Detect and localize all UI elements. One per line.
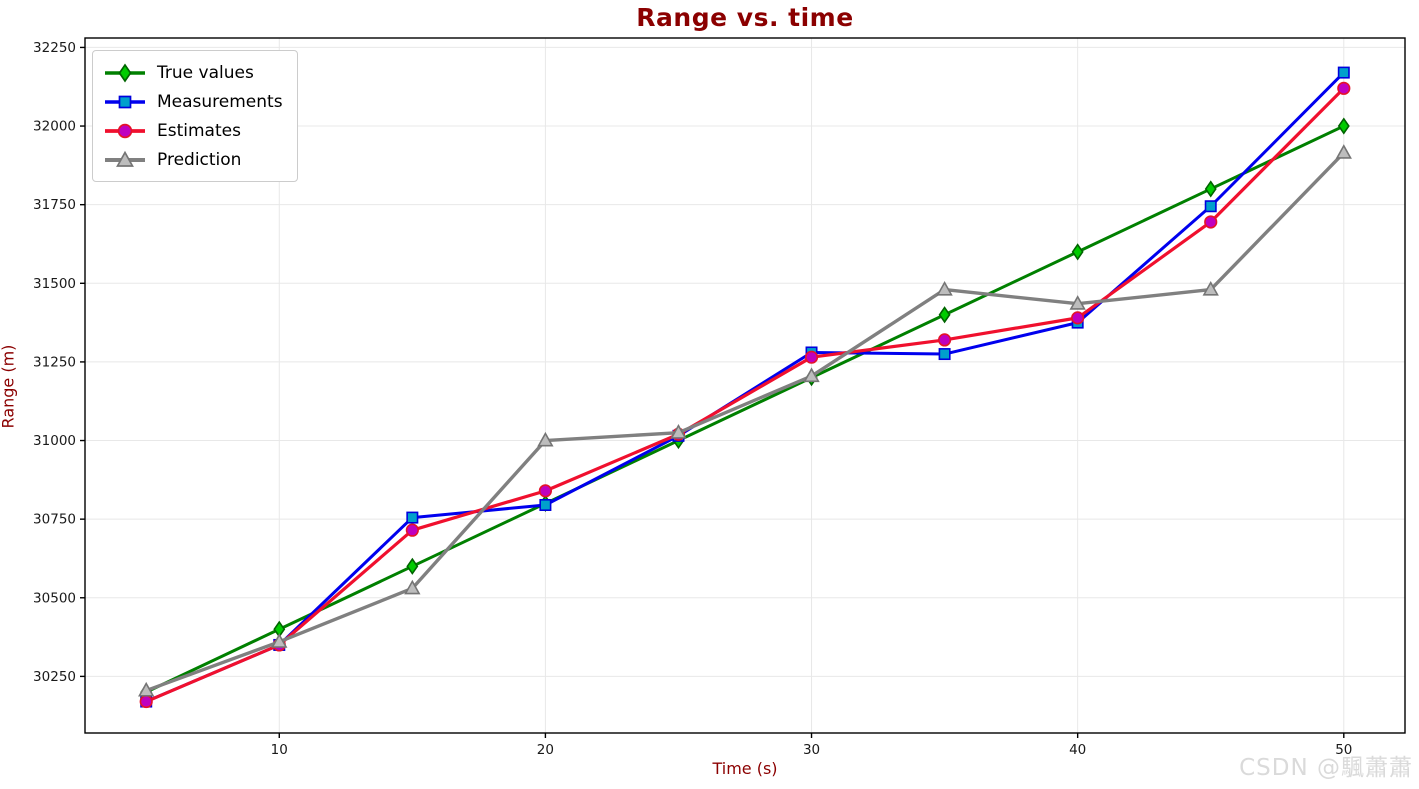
legend-label: True values	[157, 62, 254, 83]
x-tick-label: 20	[537, 742, 554, 758]
triangle-marker	[537, 431, 554, 447]
circle-marker	[937, 333, 952, 347]
square-marker	[1337, 66, 1350, 79]
legend-item-prediction: Prediction	[103, 145, 283, 174]
circle-marker	[117, 123, 133, 138]
x-tick-label: 50	[1335, 742, 1352, 758]
triangle-marker	[1202, 280, 1219, 296]
diamond-marker	[1071, 243, 1084, 261]
diamond-marker	[406, 557, 419, 575]
watermark: CSDN @颿蕭蕭	[1239, 755, 1413, 781]
y-tick-label: 32000	[33, 119, 76, 135]
triangle-marker	[271, 633, 288, 648]
legend-item-measurements: Measurements	[103, 87, 283, 116]
triangle-marker	[1335, 144, 1352, 159]
square-marker	[539, 499, 552, 512]
chart-title: Range vs. time	[636, 3, 854, 32]
diamond-marker	[1204, 180, 1217, 198]
triangle-marker	[138, 681, 155, 697]
y-tick-label: 30250	[33, 669, 76, 685]
x-tick-label: 40	[1069, 742, 1086, 758]
series-line-true-values	[144, 124, 1346, 694]
y-tick-label: 30500	[33, 590, 76, 606]
y-tick-label: 30750	[33, 512, 76, 528]
x-tick-label: 10	[271, 742, 288, 758]
circle-marker	[1071, 311, 1085, 325]
circle-marker	[804, 350, 819, 364]
circle-marker	[1337, 81, 1351, 95]
triangle-marker	[670, 424, 687, 439]
square-marker	[938, 348, 951, 361]
triangle-marker	[1069, 295, 1086, 310]
y-axis-label: Range (m)	[0, 344, 18, 429]
y-tick-label: 31750	[33, 197, 76, 213]
diamond-marker	[1337, 117, 1350, 135]
square-marker	[1204, 200, 1217, 213]
y-tick-label: 31500	[33, 276, 76, 292]
series-line-estimates	[144, 86, 1346, 704]
square-legend-icon	[105, 95, 145, 108]
triangle-marker	[404, 579, 421, 595]
triangle-legend-icon	[105, 150, 145, 167]
legend-label: Measurements	[157, 91, 283, 112]
triangle-marker	[116, 150, 134, 167]
square-marker	[406, 511, 419, 524]
x-axis-label: Time (s)	[712, 759, 778, 778]
circle-marker	[1204, 215, 1218, 229]
diamond-legend-icon	[105, 62, 145, 83]
circle-marker	[405, 523, 419, 537]
x-tick-label: 30	[803, 742, 820, 758]
legend-item-estimates: Estimates	[103, 116, 283, 145]
axes-spines	[84, 37, 1406, 734]
series-line-prediction	[144, 151, 1346, 693]
y-tick-label: 32250	[33, 40, 76, 56]
triangle-marker	[803, 367, 820, 383]
circle-marker	[538, 484, 553, 498]
circle-marker	[139, 694, 153, 709]
y-tick-label: 31250	[33, 354, 76, 370]
legend-label: Estimates	[157, 120, 241, 141]
circle-legend-icon	[105, 123, 145, 138]
triangle-marker	[936, 280, 953, 296]
legend: True values Measurements Estimates Predicti…	[92, 50, 298, 182]
diamond-marker	[938, 306, 951, 324]
diamond-marker	[118, 62, 132, 83]
square-marker	[118, 95, 132, 108]
legend-item-true-values: True values	[103, 58, 283, 87]
legend-label: Prediction	[157, 149, 242, 170]
y-tick-label: 31000	[33, 433, 76, 449]
